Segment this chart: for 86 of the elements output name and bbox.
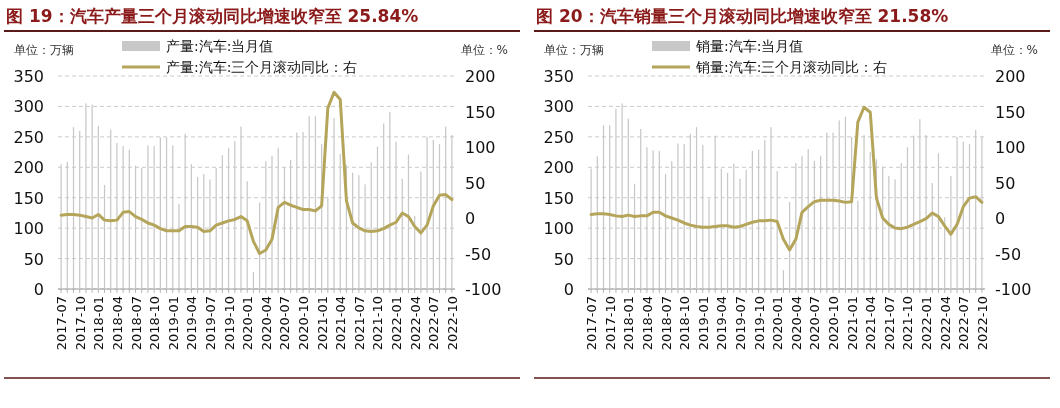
y2-axis-title: 单位：% <box>460 43 508 57</box>
x-tick-label: 2020-04 <box>788 296 804 351</box>
y-tick-label: 100 <box>13 219 44 239</box>
x-tick-label: 2021-01 <box>314 296 330 351</box>
x-tick-label: 2022-01 <box>919 296 935 351</box>
x-tick-label: 2020-01 <box>240 296 256 351</box>
x-tick-label: 2017-07 <box>54 296 70 351</box>
y-tick-label: 300 <box>543 97 574 117</box>
y2-tick-label: 200 <box>995 67 1026 86</box>
y-tick-label: 200 <box>543 158 574 178</box>
x-tick-label: 2022-10 <box>974 296 990 351</box>
y2-tick-label: 150 <box>465 102 496 122</box>
x-tick-label: 2022-07 <box>426 296 442 351</box>
x-tick-label: 2020-04 <box>258 296 274 351</box>
line-series <box>59 90 454 255</box>
y2-tick-label: 50 <box>995 173 1016 193</box>
legend-label: 产量:汽车:三个月滚动同比：右 <box>166 59 358 75</box>
x-tick-label: 2017-07 <box>584 296 600 351</box>
y-tick-label: 150 <box>13 188 44 208</box>
x-tick-label: 2019-04 <box>184 296 200 351</box>
y-tick-label: 50 <box>553 249 574 269</box>
y2-tick-label: -50 <box>465 244 492 264</box>
x-tick-label: 2022-04 <box>407 296 423 351</box>
x-tick-label: 2020-01 <box>770 296 786 351</box>
y2-tick-label: 0 <box>465 209 476 228</box>
x-tick-label: 2021-10 <box>900 296 916 351</box>
y-tick-label: 250 <box>543 127 574 147</box>
x-tick-label: 2022-01 <box>389 296 405 351</box>
x-tick-label: 2018-10 <box>147 296 163 351</box>
x-tick-label: 2021-07 <box>351 296 367 351</box>
y-tick-label: 300 <box>13 97 44 117</box>
x-tick-label: 2021-07 <box>881 296 897 351</box>
x-tick-label: 2019-07 <box>202 296 218 351</box>
y2-tick-label: 200 <box>465 67 496 86</box>
x-tick-label: 2019-04 <box>714 296 730 351</box>
x-tick-label: 2018-07 <box>128 296 144 351</box>
y-tick-label: 350 <box>543 67 574 86</box>
x-tick-label: 2019-10 <box>751 296 767 351</box>
y-tick-label: 50 <box>23 249 44 269</box>
legend-label: 销量:汽车:三个月滚动同比：右 <box>695 59 888 75</box>
x-tick-label: 2021-01 <box>844 296 860 351</box>
x-tick-label: 2021-04 <box>863 296 879 351</box>
x-tick-label: 2021-04 <box>333 296 349 351</box>
y2-tick-label: -50 <box>995 244 1022 264</box>
y2-tick-label: -100 <box>465 280 502 299</box>
x-tick-label: 2017-10 <box>602 296 618 351</box>
y-tick-label: 200 <box>13 158 44 178</box>
x-tick-label: 2019-01 <box>165 296 181 351</box>
x-tick-label: 2019-01 <box>695 296 711 351</box>
y-axis-title: 单位：万辆 <box>14 43 74 57</box>
y-tick-label: 350 <box>13 67 44 86</box>
x-tick-label: 2018-01 <box>91 296 107 351</box>
y2-tick-label: 100 <box>995 138 1026 157</box>
x-tick-label: 2019-07 <box>732 296 748 351</box>
y2-tick-label: -100 <box>995 280 1032 299</box>
x-tick-label: 2020-10 <box>296 296 312 351</box>
x-tick-label: 2021-10 <box>370 296 386 351</box>
y-axis-title: 单位：万辆 <box>544 43 604 57</box>
line-series <box>589 105 984 252</box>
legend-label: 产量:汽车:当月值 <box>166 38 274 54</box>
y2-tick-label: 0 <box>995 209 1006 228</box>
x-tick-label: 2017-10 <box>72 296 88 351</box>
x-tick-label: 2020-07 <box>277 296 293 351</box>
x-tick-label: 2018-04 <box>109 296 125 351</box>
chart-title: 图 19：汽车产量三个月滚动同比增速收窄至 25.84% <box>6 6 419 26</box>
y-tick-label: 150 <box>543 188 574 208</box>
x-tick-label: 2022-04 <box>937 296 953 351</box>
y-tick-label: 0 <box>563 280 574 299</box>
y-tick-label: 250 <box>13 127 44 147</box>
x-tick-label: 2019-10 <box>221 296 237 351</box>
x-tick-label: 2018-01 <box>621 296 637 351</box>
y2-tick-label: 100 <box>465 138 496 157</box>
legend-label: 销量:汽车:当月值 <box>695 38 804 54</box>
y2-tick-label: 150 <box>995 102 1026 122</box>
x-tick-label: 2018-04 <box>639 296 655 351</box>
x-tick-label: 2022-10 <box>444 296 460 351</box>
x-tick-label: 2020-07 <box>807 296 823 351</box>
y2-tick-label: 50 <box>465 173 486 193</box>
y-tick-label: 0 <box>33 280 44 299</box>
x-tick-label: 2022-07 <box>956 296 972 351</box>
x-tick-label: 2018-07 <box>658 296 674 351</box>
chart-title: 图 20：汽车销量三个月滚动同比增速收窄至 21.58% <box>536 6 949 26</box>
x-tick-label: 2018-10 <box>677 296 693 351</box>
x-tick-label: 2020-10 <box>826 296 842 351</box>
y-tick-label: 100 <box>543 219 574 239</box>
y2-axis-title: 单位：% <box>990 43 1038 57</box>
